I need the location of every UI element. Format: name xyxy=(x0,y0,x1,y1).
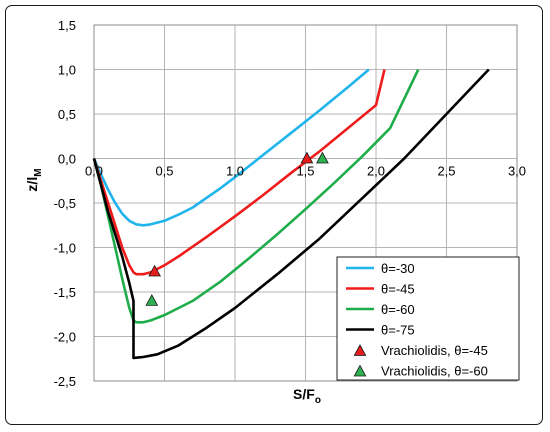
series-line-0 xyxy=(92,68,370,227)
y-axis-title: z/lM xyxy=(24,168,44,191)
plot-area xyxy=(93,24,518,382)
y-tick-label: -2,5 xyxy=(54,374,76,389)
x-tick-label: 1,0 xyxy=(226,164,244,179)
legend-label: θ=-45 xyxy=(381,282,415,297)
legend-swatch xyxy=(353,364,367,377)
x-tick-label: 2,5 xyxy=(437,164,455,179)
y-tick-label: -1,5 xyxy=(54,285,76,300)
x-tick-label: 1,5 xyxy=(296,164,314,179)
plot-border xyxy=(93,24,518,382)
data-point-4 xyxy=(300,151,314,164)
legend-label: Vrachiolidis, θ=-45 xyxy=(381,343,488,358)
y-tick-label: 1,5 xyxy=(58,18,76,33)
y-tick-labels: 1,5 1,0 0,5 0,0 -0,5 -1,0 -1,5 -2,0 -2,5 xyxy=(54,18,76,389)
y-tick-label: 1,0 xyxy=(58,63,76,78)
x-axis-title: S/Fo xyxy=(293,386,321,406)
x-tick-label: 0,0 xyxy=(85,164,103,179)
y-tick-label: -1,0 xyxy=(54,241,76,256)
series-layer xyxy=(92,68,490,360)
x-tick-label: 2,0 xyxy=(367,164,385,179)
series-line-2 xyxy=(92,68,420,324)
x-tick-labels: 0,0 0,5 1,0 1,5 2,0 2,5 3,0 xyxy=(85,164,526,179)
y-tick-label: 0,5 xyxy=(58,107,76,122)
legend-label: θ=-60 xyxy=(381,302,415,317)
data-point-5 xyxy=(145,294,159,306)
x-tick-label: 0,5 xyxy=(155,164,173,179)
legend-box xyxy=(336,256,520,381)
x-tick-label: 3,0 xyxy=(508,164,526,179)
legend: θ=-30 θ=-45 θ=-60 θ=-75 Vrachiolidis, θ=-45 V… xyxy=(336,256,520,381)
series-line-1 xyxy=(92,69,386,276)
data-point-4 xyxy=(148,264,162,277)
y-tick-label: -2,0 xyxy=(54,330,76,345)
legend-label: θ=-75 xyxy=(381,323,415,338)
legend-label: θ=-30 xyxy=(381,261,415,276)
y-tick-label: 0,0 xyxy=(58,152,76,167)
y-tick-label: -0,5 xyxy=(54,196,76,211)
series-line-3 xyxy=(92,68,490,360)
data-point-5 xyxy=(316,151,329,164)
legend-label: Vrachiolidis, θ=-60 xyxy=(381,364,488,379)
legend-swatch xyxy=(353,344,367,356)
